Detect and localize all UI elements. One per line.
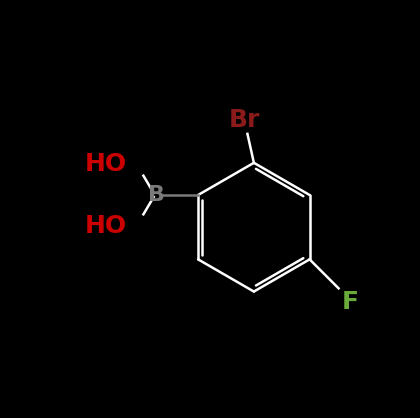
- Text: Br: Br: [228, 108, 260, 132]
- Text: HO: HO: [85, 153, 127, 176]
- Text: HO: HO: [85, 214, 127, 237]
- Text: B: B: [148, 185, 165, 205]
- Text: F: F: [342, 290, 359, 314]
